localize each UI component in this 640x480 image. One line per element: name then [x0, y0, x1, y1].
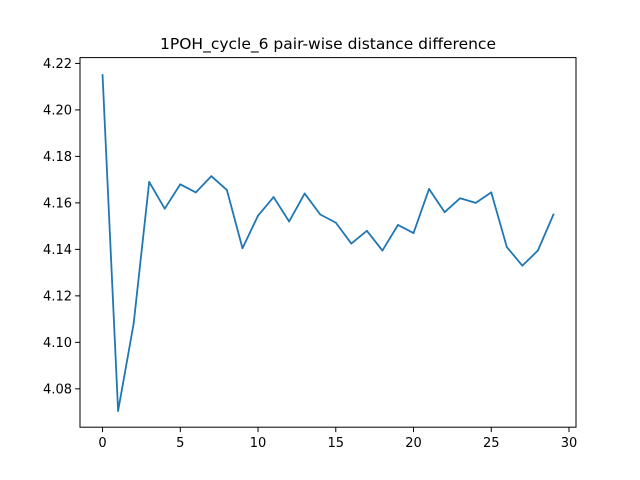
data-point: [194, 191, 197, 194]
data-point: [210, 175, 213, 178]
data-point: [412, 232, 415, 235]
data-point: [257, 214, 259, 217]
data-point: [459, 197, 462, 200]
y-axis: 4.08 4.10 4.12 4.14 4.16 4.18 4.20 4.22: [43, 57, 80, 397]
data-point: [490, 191, 493, 194]
x-tick-label: 30: [561, 436, 578, 451]
series-layer: [101, 74, 555, 412]
x-tick-label: 0: [98, 436, 106, 451]
x-tick-label: 10: [250, 436, 267, 451]
data-point: [303, 192, 306, 195]
axes-frame: [79, 57, 577, 428]
data-point: [148, 181, 151, 183]
y-tick-label: 4.18: [43, 150, 72, 165]
data-point: [474, 201, 477, 204]
data-point: [443, 211, 446, 214]
y-tick-label: 4.10: [43, 336, 72, 351]
data-point: [117, 410, 119, 412]
y-tick-label: 4.22: [43, 57, 72, 72]
series-line-0: [101, 74, 555, 412]
x-axis: 0 5 10 15 20 25 30: [98, 427, 577, 451]
y-tick-label: 4.08: [43, 382, 72, 397]
y-tick-label: 4.14: [43, 243, 72, 258]
x-tick-label: 20: [405, 436, 422, 451]
data-point: [319, 213, 322, 216]
data-point: [163, 207, 166, 210]
data-point: [226, 189, 228, 191]
x-tick-label: 5: [176, 436, 184, 451]
data-point: [334, 221, 337, 224]
x-tick-label: 15: [328, 436, 345, 451]
data-point: [350, 242, 353, 245]
y-tick-label: 4.20: [43, 103, 72, 118]
data-point: [521, 264, 524, 267]
data-point: [397, 224, 399, 226]
data-point: [241, 247, 244, 250]
data-point: [272, 196, 275, 198]
data-point: [505, 246, 508, 248]
y-tick-label: 4.12: [43, 289, 72, 304]
data-point: [552, 213, 555, 216]
data-point: [381, 249, 384, 252]
data-point: [288, 220, 291, 223]
data-point: [101, 74, 104, 76]
data-point: [179, 183, 182, 186]
data-point: [428, 188, 430, 190]
y-tick-label: 4.16: [43, 196, 72, 211]
data-point: [537, 249, 539, 252]
x-tick-label: 25: [483, 436, 500, 451]
data-point: [132, 322, 135, 325]
chart-title: 1POH_cycle_6 pair-wise distance differen…: [160, 35, 496, 54]
data-point: [365, 229, 368, 232]
